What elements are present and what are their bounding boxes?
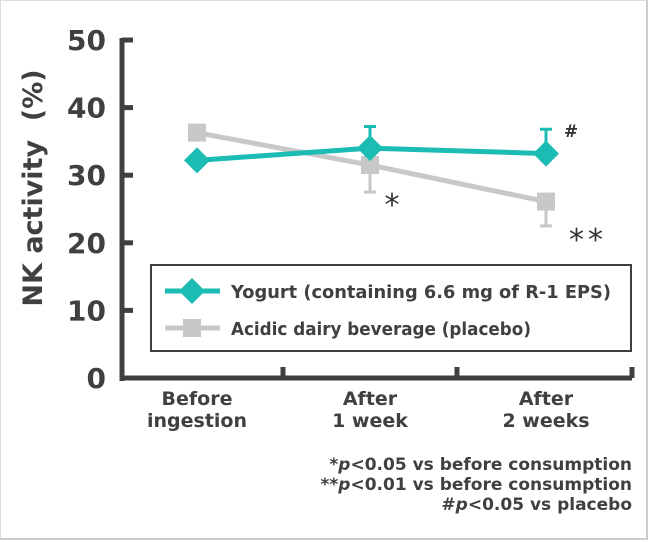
annotation-star: * <box>385 188 400 223</box>
annotation-double-star: ** <box>569 223 607 258</box>
x-tick-label: After <box>343 388 398 410</box>
y-tick-label: 20 <box>67 227 106 260</box>
data-point-placebo <box>188 123 206 142</box>
x-tick-label: 1 week <box>332 410 408 432</box>
legend-label: Acidic dairy beverage (placebo) <box>231 319 531 340</box>
y-tick-label: 0 <box>87 362 106 395</box>
x-tick-label: After <box>519 388 574 410</box>
y-tick-label: 40 <box>67 92 106 125</box>
footnote-2: **p<0.01 vs before consumption <box>320 475 632 495</box>
data-point-yogurt <box>357 135 383 162</box>
legend-label: Yogurt (containing 6.6 mg of R-1 EPS) <box>230 282 611 303</box>
footnote-1: *p<0.05 vs before consumption <box>329 455 632 475</box>
data-point-placebo <box>537 192 555 211</box>
y-tick-label: 50 <box>67 24 106 57</box>
legend-marker-diamond <box>179 278 205 304</box>
legend-marker-square <box>183 319 201 337</box>
x-tick-label: Before <box>162 388 233 410</box>
data-point-placebo <box>361 156 379 175</box>
y-tick-label: 30 <box>67 159 106 192</box>
y-axis-label: NK activity (%) <box>18 69 49 306</box>
data-point-yogurt <box>184 147 210 174</box>
x-tick-label: ingestion <box>147 410 247 432</box>
y-tick-label: 10 <box>67 294 106 327</box>
footnotes: *p<0.05 vs before consumption **p<0.01 v… <box>321 455 632 515</box>
annotation-hash: # <box>564 122 578 142</box>
x-tick-label: 2 weeks <box>502 410 589 432</box>
footnote-3: #p<0.05 vs placebo <box>441 495 632 515</box>
data-point-yogurt <box>533 140 559 167</box>
legend-box <box>150 264 632 352</box>
